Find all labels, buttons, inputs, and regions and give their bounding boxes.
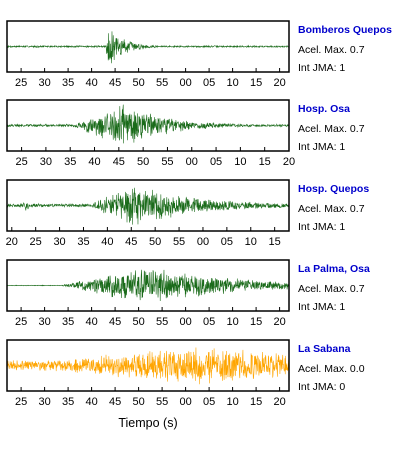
station-name: Hosp. Osa bbox=[298, 103, 350, 115]
x-tick-label: 25 bbox=[30, 236, 42, 248]
x-tick-label: 00 bbox=[179, 77, 191, 89]
waveform-line bbox=[6, 187, 290, 225]
seismogram-panels: 25 30 35 40 45 50 55 00 05 10 15 20 Bomberos Quepos A… bbox=[6, 20, 392, 408]
waveform-line bbox=[6, 31, 290, 64]
panel: 25 30 35 40 45 50 55 00 05 10 15 20 Bomberos Quepos A… bbox=[6, 20, 392, 89]
station-name: Bomberos Quepos bbox=[298, 24, 392, 36]
x-tick-label: 30 bbox=[38, 316, 50, 328]
panel-frame bbox=[6, 179, 290, 232]
max-acceleration: Acel. Max. 0.7 bbox=[298, 44, 365, 56]
x-tick-label: 25 bbox=[15, 156, 27, 168]
panel-frame bbox=[6, 339, 290, 392]
x-tick-label: 55 bbox=[156, 396, 168, 408]
x-tick-label: 10 bbox=[226, 316, 238, 328]
x-tick-label: 50 bbox=[137, 156, 149, 168]
x-tick-label: 30 bbox=[40, 156, 52, 168]
waveform-line bbox=[7, 269, 290, 301]
x-tick-label: 10 bbox=[226, 396, 238, 408]
panel-frame bbox=[6, 99, 290, 152]
x-tick-label: 05 bbox=[203, 396, 215, 408]
x-tick-label: 45 bbox=[109, 396, 121, 408]
x-tick-label: 00 bbox=[186, 156, 198, 168]
x-tick-label: 20 bbox=[273, 77, 285, 89]
x-tick-label: 30 bbox=[53, 236, 65, 248]
x-tick-label: 50 bbox=[149, 236, 161, 248]
waveform-line bbox=[6, 104, 290, 144]
x-tick-label: 50 bbox=[132, 316, 144, 328]
panel-frame bbox=[6, 20, 290, 73]
jma-intensity: Int JMA: 1 bbox=[298, 301, 345, 313]
x-axis-label: Tiempo (s) bbox=[118, 416, 177, 430]
x-tick-label: 45 bbox=[113, 156, 125, 168]
x-tick-label: 15 bbox=[250, 316, 262, 328]
x-tick-label: 25 bbox=[15, 316, 27, 328]
x-tick-label: 55 bbox=[156, 316, 168, 328]
x-tick-label: 25 bbox=[15, 77, 27, 89]
x-tick-label: 30 bbox=[38, 77, 50, 89]
jma-intensity: Int JMA: 0 bbox=[298, 381, 345, 393]
waveform-line bbox=[6, 347, 290, 385]
x-tick-label: 35 bbox=[64, 156, 76, 168]
x-tick-label: 45 bbox=[109, 77, 121, 89]
x-tick-label: 55 bbox=[156, 77, 168, 89]
station-name: La Sabana bbox=[298, 343, 351, 355]
panel: 25 30 35 40 45 50 55 00 05 10 15 20 La Palma, Osa Ace… bbox=[6, 259, 370, 328]
x-tick-label: 10 bbox=[234, 156, 246, 168]
x-tick-label: 40 bbox=[85, 316, 97, 328]
x-tick-label: 55 bbox=[161, 156, 173, 168]
max-acceleration: Acel. Max. 0.0 bbox=[298, 363, 365, 375]
x-tick-label: 55 bbox=[173, 236, 185, 248]
x-tick-label: 00 bbox=[179, 316, 191, 328]
x-tick-label: 10 bbox=[245, 236, 257, 248]
x-tick-label: 20 bbox=[273, 396, 285, 408]
panel: 25 30 35 40 45 50 55 00 05 10 15 20 Hosp. Osa Acel. M… bbox=[6, 99, 365, 168]
x-tick-label: 20 bbox=[283, 156, 295, 168]
x-tick-label: 05 bbox=[210, 156, 222, 168]
x-tick-label: 15 bbox=[269, 236, 281, 248]
x-tick-label: 05 bbox=[203, 316, 215, 328]
x-tick-label: 50 bbox=[132, 396, 144, 408]
jma-intensity: Int JMA: 1 bbox=[298, 141, 345, 153]
max-acceleration: Acel. Max. 0.7 bbox=[298, 123, 365, 135]
max-acceleration: Acel. Max. 0.7 bbox=[298, 283, 365, 295]
x-tick-label: 05 bbox=[221, 236, 233, 248]
x-tick-label: 00 bbox=[197, 236, 209, 248]
x-tick-label: 45 bbox=[109, 316, 121, 328]
x-tick-label: 40 bbox=[88, 156, 100, 168]
station-name: Hosp. Quepos bbox=[298, 183, 369, 195]
x-tick-label: 45 bbox=[125, 236, 137, 248]
x-tick-label: 40 bbox=[85, 77, 97, 89]
x-tick-label: 10 bbox=[226, 77, 238, 89]
x-tick-label: 15 bbox=[250, 396, 262, 408]
x-tick-label: 05 bbox=[203, 77, 215, 89]
x-tick-label: 35 bbox=[77, 236, 89, 248]
jma-intensity: Int JMA: 1 bbox=[298, 221, 345, 233]
x-tick-label: 35 bbox=[62, 77, 74, 89]
panel: 20 25 30 35 40 45 50 55 00 05 10 15 Hosp. Quepos Acel… bbox=[6, 179, 369, 248]
panel-frame bbox=[6, 259, 290, 312]
panel: 25 30 35 40 45 50 55 00 05 10 15 20 La Sabana Acel. M… bbox=[6, 339, 365, 408]
x-tick-label: 30 bbox=[38, 396, 50, 408]
x-tick-label: 40 bbox=[85, 396, 97, 408]
station-name: La Palma, Osa bbox=[298, 263, 370, 275]
x-tick-label: 20 bbox=[6, 236, 18, 248]
x-tick-label: 20 bbox=[273, 316, 285, 328]
max-acceleration: Acel. Max. 0.7 bbox=[298, 203, 365, 215]
x-tick-label: 35 bbox=[62, 396, 74, 408]
x-tick-label: 40 bbox=[101, 236, 113, 248]
x-tick-label: 50 bbox=[132, 77, 144, 89]
x-tick-label: 35 bbox=[62, 316, 74, 328]
x-tick-label: 25 bbox=[15, 396, 27, 408]
jma-intensity: Int JMA: 1 bbox=[298, 62, 345, 74]
x-tick-label: 15 bbox=[250, 77, 262, 89]
x-tick-label: 00 bbox=[179, 396, 191, 408]
x-tick-label: 15 bbox=[259, 156, 271, 168]
